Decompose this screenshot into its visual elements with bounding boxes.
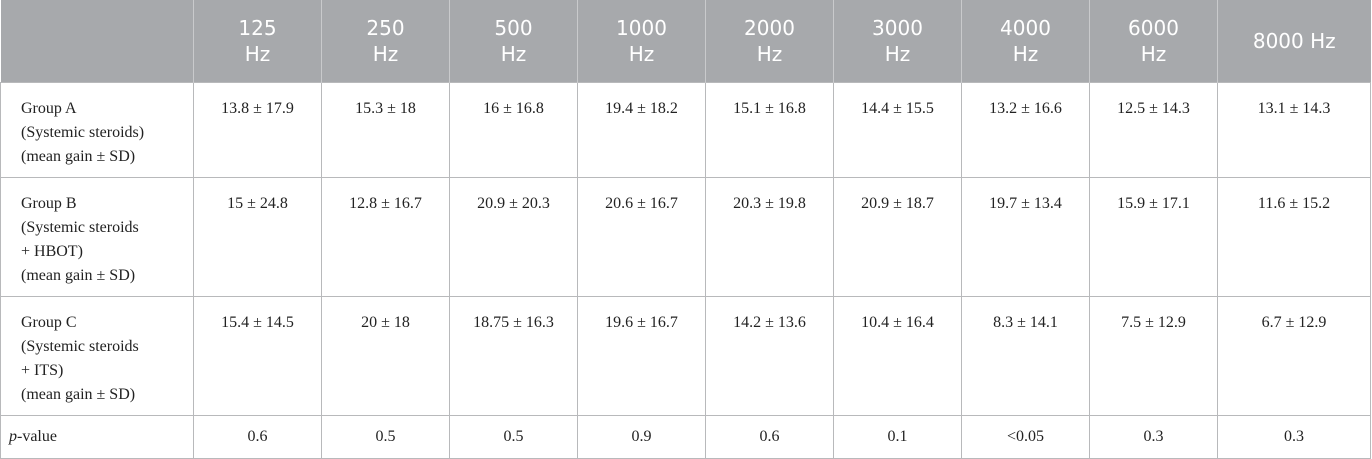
column-header: 4000 Hz xyxy=(961,0,1090,83)
label-line: (Systemic steroids xyxy=(21,219,139,236)
label-line: Group B xyxy=(21,195,77,212)
label-line: (Systemic steroids) xyxy=(21,124,145,141)
label-line: (mean gain ± SD) xyxy=(21,386,136,403)
row-label: Group C (Systemic steroids + ITS) (mean gai… xyxy=(0,296,194,416)
data-cell: 19.4 ± 18.2 xyxy=(577,82,706,178)
label-italic: p xyxy=(9,428,17,445)
data-cell: 8.3 ± 14.1 xyxy=(961,296,1090,416)
data-cell: 0.9 xyxy=(577,415,706,459)
column-header: 500 Hz xyxy=(449,0,578,83)
data-cell: 0.3 xyxy=(1089,415,1218,459)
data-cell: 15 ± 24.8 xyxy=(193,177,322,297)
data-cell: 15.9 ± 17.1 xyxy=(1089,177,1218,297)
data-cell: 13.1 ± 14.3 xyxy=(1217,82,1371,178)
label-line: + ITS) xyxy=(21,362,64,379)
data-cell: 0.3 xyxy=(1217,415,1371,459)
data-cell: 19.6 ± 16.7 xyxy=(577,296,706,416)
header-row: 125 Hz 250 Hz 500 Hz 1000 Hz 2000 Hz 3000 Hz 4… xyxy=(0,0,1371,83)
data-cell: 20.3 ± 19.8 xyxy=(705,177,834,297)
data-cell: 12.5 ± 14.3 xyxy=(1089,82,1218,178)
data-cell: 0.1 xyxy=(833,415,962,459)
data-cell: 13.2 ± 16.6 xyxy=(961,82,1090,178)
label-line: (mean gain ± SD) xyxy=(21,148,136,165)
column-header: 250 Hz xyxy=(321,0,450,83)
data-cell: 20.9 ± 20.3 xyxy=(449,177,578,297)
data-cell: 10.4 ± 16.4 xyxy=(833,296,962,416)
table-row: Group C (Systemic steroids + ITS) (mean gai… xyxy=(0,296,1371,416)
data-cell: 0.5 xyxy=(321,415,450,459)
data-cell: 13.8 ± 17.9 xyxy=(193,82,322,178)
label-text: -value xyxy=(17,428,57,445)
data-cell: 14.4 ± 15.5 xyxy=(833,82,962,178)
row-label: Group B (Systemic steroids + HBOT) (mean ga… xyxy=(0,177,194,297)
data-cell: 6.7 ± 12.9 xyxy=(1217,296,1371,416)
row-label: p-value xyxy=(0,415,194,459)
table-body: Group A (Systemic steroids) (mean gain ± S… xyxy=(0,82,1371,459)
label-line: Group A xyxy=(21,100,77,117)
column-header: 6000 Hz xyxy=(1089,0,1218,83)
label-line: (Systemic steroids xyxy=(21,338,139,355)
data-cell: 14.2 ± 13.6 xyxy=(705,296,834,416)
label-line: (mean gain ± SD) xyxy=(21,267,136,284)
data-cell: 0.5 xyxy=(449,415,578,459)
data-cell: 11.6 ± 15.2 xyxy=(1217,177,1371,297)
data-cell: 20 ± 18 xyxy=(321,296,450,416)
data-cell: 20.6 ± 16.7 xyxy=(577,177,706,297)
label-line: + HBOT) xyxy=(21,243,83,260)
label-line: Group C xyxy=(21,314,77,331)
data-cell: 16 ± 16.8 xyxy=(449,82,578,178)
data-cell: 0.6 xyxy=(193,415,322,459)
corner-cell xyxy=(0,0,194,83)
column-header: 2000 Hz xyxy=(705,0,834,83)
table-row: Group B (Systemic steroids + HBOT) (mean ga… xyxy=(0,177,1371,297)
column-header: 1000 Hz xyxy=(577,0,706,83)
data-cell: 15.1 ± 16.8 xyxy=(705,82,834,178)
data-cell: 18.75 ± 16.3 xyxy=(449,296,578,416)
table-row: Group A (Systemic steroids) (mean gain ± S… xyxy=(0,82,1371,178)
data-cell: 12.8 ± 16.7 xyxy=(321,177,450,297)
row-label: Group A (Systemic steroids) (mean gain ± S… xyxy=(0,82,194,178)
data-cell: 20.9 ± 18.7 xyxy=(833,177,962,297)
data-cell: 15.4 ± 14.5 xyxy=(193,296,322,416)
data-cell: <0.05 xyxy=(961,415,1090,459)
column-header: 8000 Hz xyxy=(1217,0,1371,83)
data-cell: 15.3 ± 18 xyxy=(321,82,450,178)
data-cell: 7.5 ± 12.9 xyxy=(1089,296,1218,416)
table-row: p-value 0.6 0.5 0.5 0.9 0.6 0.1 <0.05 0.3 0.3 xyxy=(0,415,1371,459)
data-cell: 0.6 xyxy=(705,415,834,459)
data-cell: 19.7 ± 13.4 xyxy=(961,177,1090,297)
column-header: 3000 Hz xyxy=(833,0,962,83)
column-header: 125 Hz xyxy=(193,0,322,83)
